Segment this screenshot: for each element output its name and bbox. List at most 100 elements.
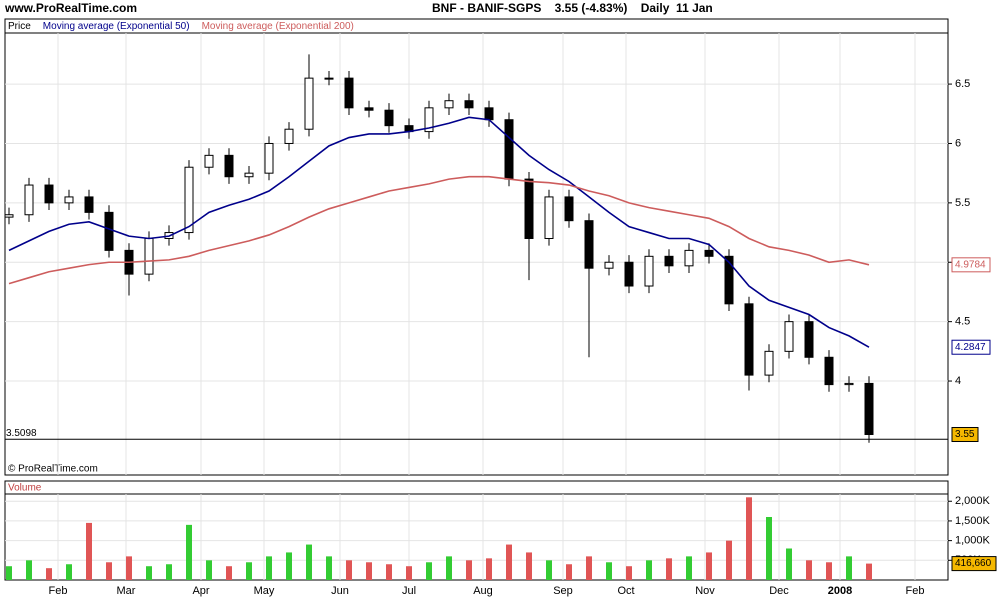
candle-body — [704, 249, 714, 257]
candle-body — [384, 109, 394, 127]
candle-body — [264, 142, 274, 174]
legend-entry: Moving average (Exponential 200) — [202, 21, 354, 32]
candle-body — [504, 119, 514, 180]
candle-body — [344, 77, 354, 109]
value-box — [951, 556, 997, 572]
candle-body — [804, 321, 814, 358]
x-tick-label: Jun — [331, 585, 349, 597]
candle-body — [684, 249, 694, 267]
volume-bar — [266, 556, 272, 580]
y-tick-label: 4 — [955, 375, 961, 387]
value-box-label: 4.9784 — [955, 259, 986, 270]
candle-body — [244, 172, 254, 178]
candle-body — [444, 100, 454, 109]
price-box-label: 3.55 — [955, 429, 975, 440]
candle-body — [84, 196, 94, 213]
x-tick-label: Nov — [695, 585, 715, 597]
volume-bar — [166, 564, 172, 580]
volume-bar — [406, 566, 412, 580]
candle-body — [584, 220, 594, 269]
volume-bar — [626, 566, 632, 580]
volume-title: Volume — [8, 483, 42, 494]
volume-bar — [446, 556, 452, 580]
volume-bar — [806, 560, 812, 580]
candle-body — [204, 154, 214, 168]
volume-bar — [606, 562, 612, 580]
x-tick-label: 2008 — [828, 585, 852, 597]
candle-body — [44, 184, 54, 204]
candle-body — [664, 255, 674, 267]
x-tick-label: Aug — [473, 585, 493, 597]
volume-bar — [646, 560, 652, 580]
y-tick-label: 1,000K — [955, 535, 991, 547]
volume-bar — [246, 562, 252, 580]
candle-body — [524, 178, 534, 239]
x-tick-label: Oct — [617, 585, 634, 597]
candle-body — [184, 166, 194, 234]
candle-body — [724, 255, 734, 305]
x-tick-label: Sep — [553, 585, 573, 597]
x-tick-label: Feb — [49, 585, 68, 597]
volume-bar — [546, 560, 552, 580]
candle-body — [824, 356, 834, 386]
volume-bar — [426, 562, 432, 580]
candle-body — [104, 211, 114, 251]
candle-body — [324, 77, 334, 80]
candle-body — [484, 107, 494, 121]
header: BNF - BANIF-SGPS 3.55 (-4.83%) Daily 11 … — [432, 1, 713, 15]
volume-bar — [106, 562, 112, 580]
volume-bar — [226, 566, 232, 580]
y-tick-label: 2,000K — [955, 495, 991, 507]
legend-entry: Moving average (Exponential 50) — [43, 21, 190, 32]
level-label: 3.5098 — [6, 428, 37, 439]
moving-average — [8, 116, 870, 348]
legend-entry: Price — [8, 21, 31, 32]
candle-body — [744, 303, 754, 376]
volume-bar — [206, 560, 212, 580]
volume-bar — [46, 568, 52, 580]
candle-body — [144, 237, 154, 275]
site-name: www.ProRealTime.com — [4, 1, 137, 15]
moving-average — [8, 175, 870, 285]
candle-body — [864, 382, 874, 435]
candle-body — [604, 261, 614, 269]
volume-bar — [686, 556, 692, 580]
volume-bar — [846, 556, 852, 580]
value-box — [951, 339, 991, 355]
volume-bar — [346, 560, 352, 580]
volume-bar — [306, 544, 312, 580]
volume-bar — [726, 540, 732, 580]
volume-bar — [466, 560, 472, 580]
value-box-label: 4.2847 — [955, 342, 986, 353]
candle-body — [564, 196, 574, 222]
volume-bar — [706, 552, 712, 580]
volume-bar — [566, 564, 572, 580]
volume-bar — [386, 564, 392, 580]
x-tick-label: Dec — [769, 585, 789, 597]
candle-body — [424, 107, 434, 133]
candle-body — [304, 77, 314, 130]
candle-body — [24, 184, 34, 216]
x-tick-label: Mar — [117, 585, 136, 597]
x-tick-label: Jul — [402, 585, 416, 597]
grid — [5, 33, 952, 580]
x-tick-label: Apr — [192, 585, 209, 597]
y-tick-label: 5.5 — [955, 197, 970, 209]
copyright: © ProRealTime.com — [8, 464, 98, 475]
x-tick-label: Feb — [906, 585, 925, 597]
price-panel — [4, 32, 949, 476]
candle-body — [224, 154, 234, 178]
volume-bar — [286, 552, 292, 580]
volume-bar — [766, 516, 772, 580]
volume-title-bar — [4, 480, 949, 495]
volume-bar — [586, 556, 592, 580]
x-tick-label: May — [254, 585, 275, 597]
y-tick-label: 1,500K — [955, 515, 991, 527]
y-tick-label: 4.5 — [955, 316, 970, 328]
value-box-label: 416,660 — [955, 558, 992, 569]
candle-body — [64, 196, 74, 204]
candle-body — [544, 196, 554, 239]
volume-bar — [26, 560, 32, 580]
candle-body — [364, 107, 374, 111]
